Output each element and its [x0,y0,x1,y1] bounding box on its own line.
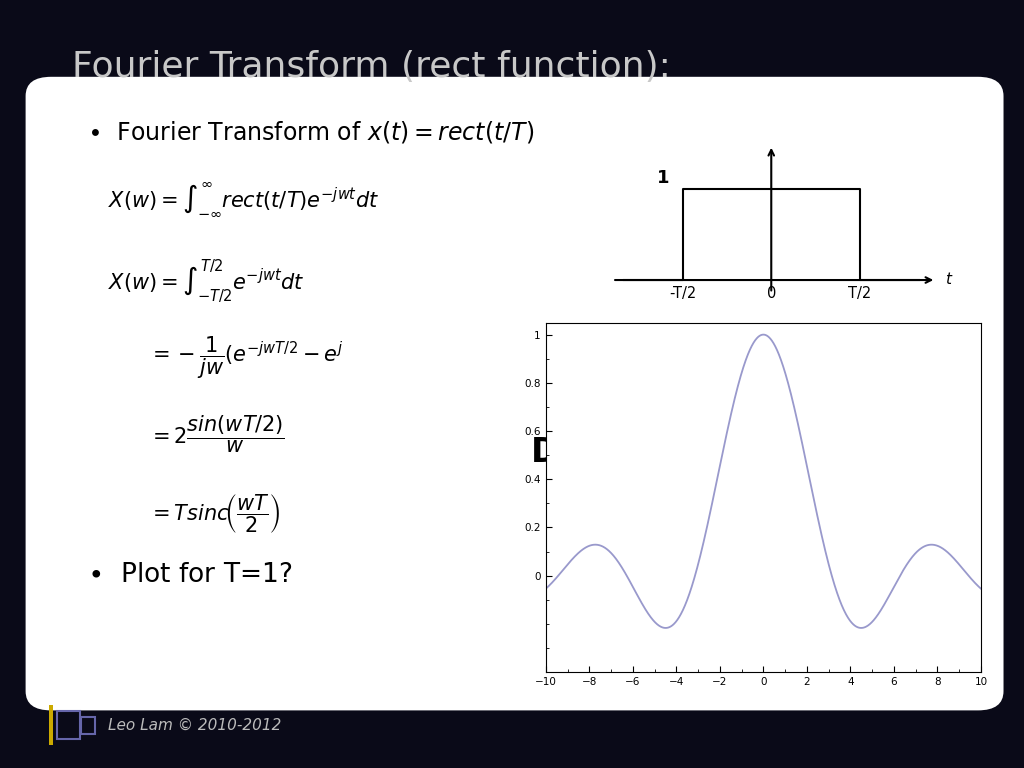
Text: $X(w) = \int_{-T/2}^{T/2} e^{-jwt}dt$: $X(w) = \int_{-T/2}^{T/2} e^{-jwt}dt$ [108,257,304,305]
FancyBboxPatch shape [26,77,1004,710]
Bar [49,705,53,745]
Text: T/2: T/2 [848,286,871,301]
Text: $= -\dfrac{1}{jw}(e^{-jwT/2} - e^{j}$: $= -\dfrac{1}{jw}(e^{-jwT/2} - e^{j}$ [148,334,344,381]
Text: $\bullet$  Plot for T=1?: $\bullet$ Plot for T=1? [87,562,292,588]
Text: $\bullet$  Fourier Transform of $x(t) = rect(t/T)$: $\bullet$ Fourier Transform of $x(t) = r… [87,119,535,145]
Text: $X(w) = \int_{-\infty}^{\infty} rect(t/T)e^{-jwt}dt$: $X(w) = \int_{-\infty}^{\infty} rect(t/T… [108,180,379,218]
Bar [57,711,80,739]
Text: Fourier Transform (rect function):: Fourier Transform (rect function): [72,50,671,84]
Text: Leo Lam © 2010-2012: Leo Lam © 2010-2012 [108,717,281,733]
Text: 1: 1 [657,169,670,187]
Text: -T/2: -T/2 [670,286,696,301]
Text: $= Tsinc\!\left(\dfrac{wT}{2}\right)$: $= Tsinc\!\left(\dfrac{wT}{2}\right)$ [148,492,282,535]
Text: $= 2\dfrac{sin(wT/2)}{w}$: $= 2\dfrac{sin(wT/2)}{w}$ [148,413,285,455]
Text: t: t [945,273,951,287]
Text: 0: 0 [767,286,776,301]
Bar [81,717,95,734]
Text: De: De [530,436,581,469]
